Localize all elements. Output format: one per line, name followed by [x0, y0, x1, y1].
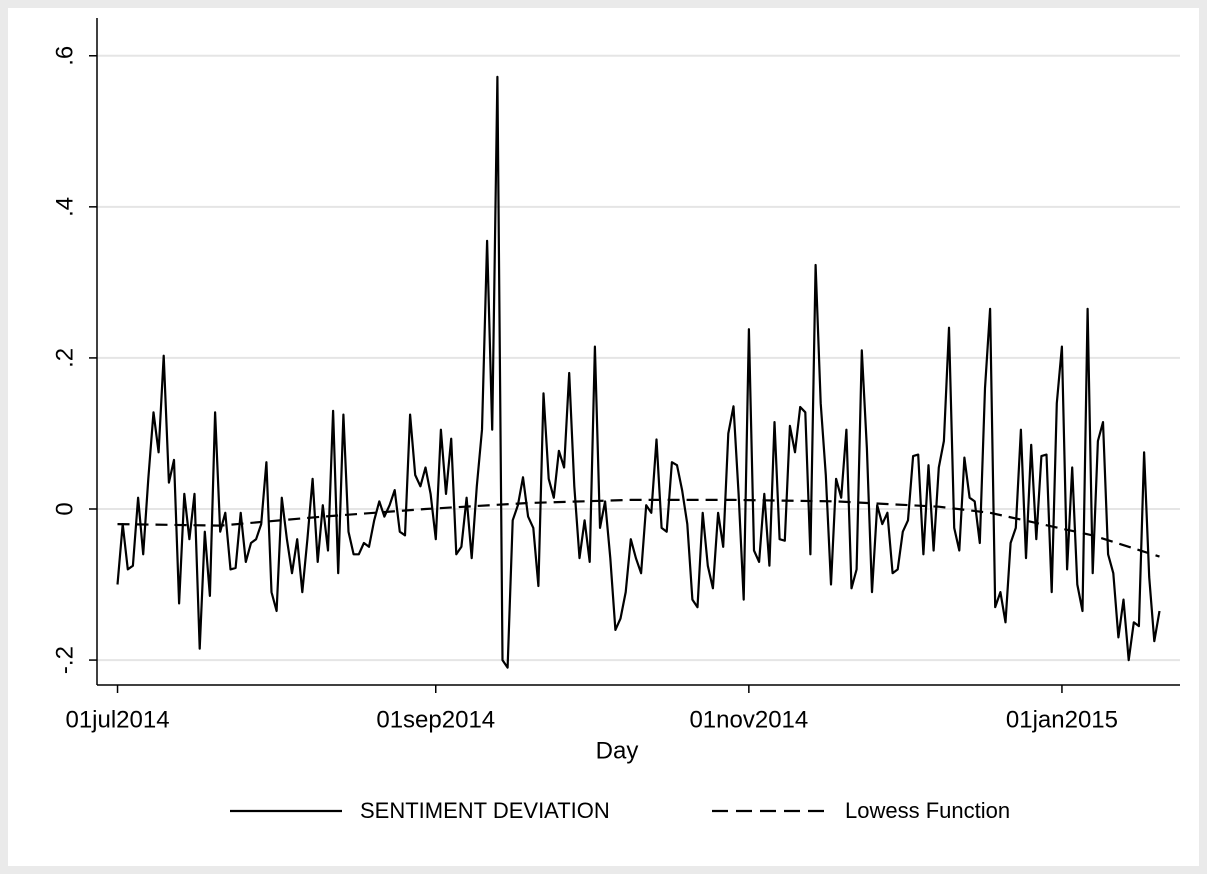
y-tick-label: .4 [51, 197, 78, 217]
x-tick-label: 01sep2014 [376, 706, 495, 733]
x-tick-label: 01nov2014 [689, 706, 808, 733]
x-axis-title: Day [596, 737, 639, 764]
y-tick-label: .2 [51, 348, 78, 368]
y-tick-label: .6 [51, 46, 78, 66]
x-tick-label: 01jan2015 [1006, 706, 1118, 733]
y-tick-label: -.2 [51, 646, 78, 674]
x-tick-label: 01jul2014 [65, 706, 169, 733]
legend-label: SENTIMENT DEVIATION [360, 798, 610, 823]
legend-label: Lowess Function [845, 798, 1010, 823]
series-line [117, 498, 1160, 558]
series-line [116, 75, 1161, 669]
y-tick-label: 0 [51, 502, 78, 515]
